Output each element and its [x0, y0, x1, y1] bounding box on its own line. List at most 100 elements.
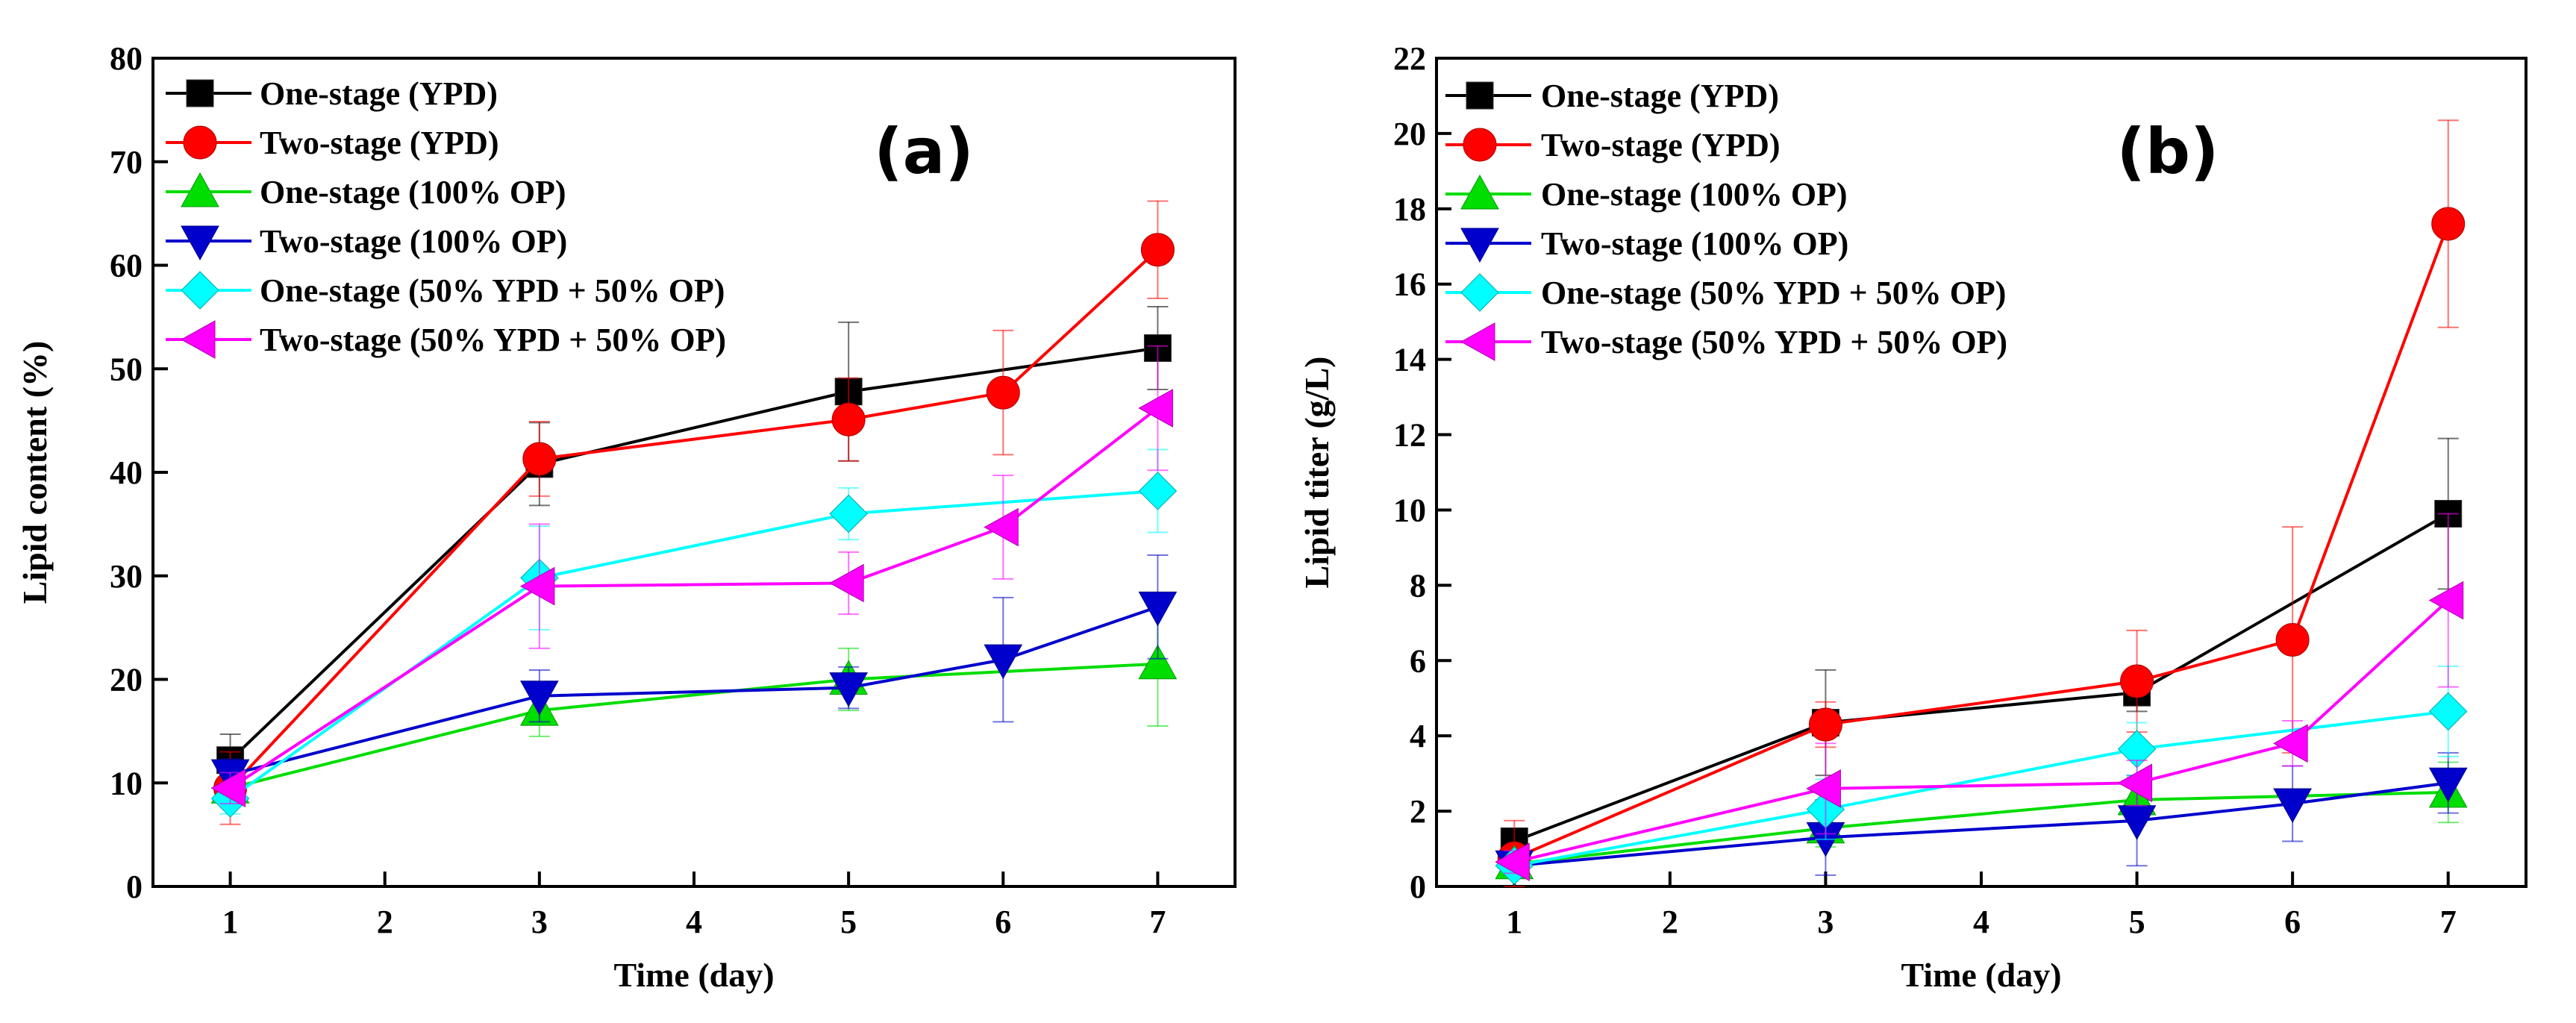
legend-marker: [180, 320, 216, 359]
y-tick-label: 50: [110, 351, 143, 387]
series-line: [1513, 223, 2450, 860]
data-point: [519, 566, 555, 606]
data-point: [1140, 233, 1175, 267]
data-point: [984, 507, 1019, 547]
x-tick-label: 1: [222, 904, 239, 940]
y-tick-label: 22: [1393, 40, 1426, 77]
y-tick-label: 40: [110, 454, 143, 491]
y-tick-label: 0: [1410, 869, 1426, 905]
y-tick-label: 14: [1393, 342, 1426, 378]
series-line: [229, 407, 1159, 789]
x-tick-label: 5: [840, 904, 857, 940]
data-point: [1138, 472, 1178, 510]
legend-marker: [183, 125, 217, 160]
x-tick-label: 7: [2440, 904, 2457, 940]
legend-marker: [1463, 128, 1497, 162]
y-tick-label: 10: [1393, 492, 1426, 528]
y-tick-label: 4: [1410, 718, 1426, 754]
y-tick-label: 2: [1410, 793, 1426, 830]
y-axis-title: Lipid content (%): [16, 341, 54, 604]
y-tick-label: 10: [110, 765, 143, 801]
series-line: [230, 662, 1158, 790]
y-tick-label: 80: [110, 40, 143, 77]
series-6: [1495, 513, 2464, 882]
data-point: [829, 672, 868, 707]
panel-a: 0 10 20 30 40 50 60 70 80 1 2 3 4 5 6 7 Time (day) Lipid …: [16, 40, 1237, 994]
data-point: [2275, 623, 2310, 657]
y-tick-label: 6: [1410, 642, 1426, 679]
legend-label: One-stage (100% OP): [1541, 176, 1848, 213]
series-line: [230, 605, 1159, 777]
data-point: [2273, 788, 2312, 824]
y-tick-label: 30: [110, 558, 143, 595]
data-point: [1138, 644, 1178, 680]
data-point: [2120, 664, 2154, 698]
data-point: [2429, 692, 2468, 731]
y-tick-label: 20: [1393, 116, 1426, 152]
legend-marker: [1460, 228, 1499, 263]
data-point: [829, 563, 864, 603]
legend-marker: [181, 271, 219, 310]
legend-label: One-stage (YPD): [260, 75, 498, 112]
x-tick-label: 6: [995, 904, 1011, 940]
x-tick-label: 1: [1506, 904, 1522, 940]
series-5: [1495, 665, 2468, 885]
y-tick-label: 8: [1410, 567, 1426, 604]
legend-marker: [181, 225, 219, 261]
x-tick-label: 3: [531, 904, 548, 940]
legend-label: Two-stage (50% YPD + 50% OP): [1541, 324, 2007, 360]
legend-marker: [181, 172, 219, 207]
series-4: [210, 554, 1178, 795]
legend-label: Two-stage (100% OP): [1541, 225, 1848, 262]
data-point: [2428, 581, 2464, 620]
x-tick-label: 3: [1817, 904, 1833, 940]
legend-label: Two-stage (50% YPD + 50% OP): [260, 322, 726, 358]
x-tick-label: 6: [2284, 904, 2301, 940]
data-point: [2273, 724, 2308, 763]
legend-marker: [1460, 322, 1495, 361]
legend-marker: [186, 79, 214, 107]
data-point: [2117, 763, 2153, 803]
y-tick-label: 16: [1393, 266, 1426, 303]
data-point: [984, 644, 1023, 680]
x-tick-label: 5: [2129, 904, 2145, 940]
legend-label: Two-stage (100% OP): [260, 223, 567, 260]
legend-label: One-stage (YPD): [1541, 78, 1779, 114]
data-point: [1495, 842, 1530, 882]
series-3: [210, 601, 1178, 804]
data-point: [1138, 591, 1178, 627]
legend-marker: [1460, 174, 1499, 210]
panel-label: (a): [874, 115, 973, 188]
data-point: [522, 442, 557, 476]
legend-label: One-stage (50% YPD + 50% OP): [260, 272, 725, 309]
data-point: [2428, 767, 2468, 803]
legend-label: One-stage (50% YPD + 50% OP): [1541, 275, 2006, 311]
legend-label: Two-stage (YPD): [260, 125, 499, 161]
data-point: [1808, 707, 1842, 742]
legend: One-stage (YPD) Two-stage (YPD) One-stage …: [166, 75, 726, 359]
data-point: [831, 402, 866, 437]
legend: One-stage (YPD) Two-stage (YPD) One-stage …: [1445, 78, 2007, 361]
x-axis-title: Time (day): [1901, 956, 2061, 994]
data-point: [1138, 389, 1173, 428]
legend-label: Two-stage (YPD): [1541, 127, 1781, 163]
y-tick-label: 0: [126, 869, 143, 905]
y-axis-title: Lipid titer (g/L): [1298, 357, 1336, 589]
x-axis-title: Time (day): [613, 956, 774, 994]
data-point: [210, 769, 246, 808]
legend-marker: [1460, 273, 1499, 312]
series-4: [1495, 751, 2468, 886]
data-point: [520, 681, 559, 716]
y-tick-label: 60: [110, 248, 143, 284]
y-tick-label: 70: [110, 144, 143, 181]
legend-marker: [1466, 81, 1494, 110]
y-tick-label: 12: [1393, 417, 1426, 454]
y-tick-label: 20: [110, 662, 143, 698]
series-1: [1500, 437, 2463, 855]
x-tick-label: 4: [686, 904, 702, 940]
legend-label: One-stage (100% OP): [260, 174, 566, 210]
data-point: [1806, 769, 1841, 808]
x-tick-label: 7: [1149, 904, 1166, 940]
